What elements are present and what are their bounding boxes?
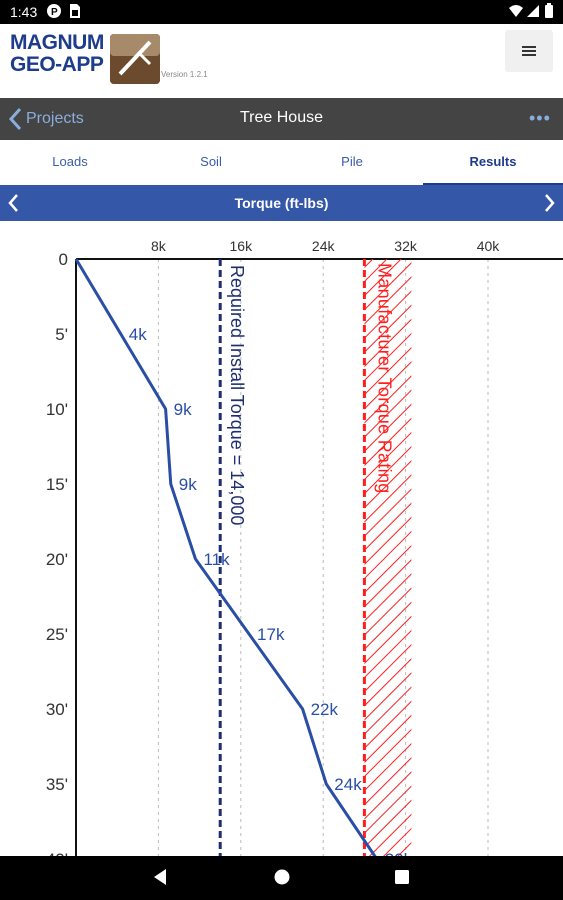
- x-tick-label: 32k: [394, 238, 418, 254]
- recents-nav-button[interactable]: [394, 868, 410, 891]
- signal-icon: [526, 3, 540, 22]
- tab-bar: Loads Soil Pile Results: [0, 140, 563, 186]
- hamburger-menu-button[interactable]: [505, 30, 553, 72]
- app-version: Version 1.2.1: [161, 70, 208, 79]
- required-torque-label: Required Install Torque = 14,000: [227, 265, 247, 525]
- y-tick-label: 30': [46, 700, 68, 719]
- chart-area: 8k 16k 24k 32k 40k 0 5' 10' 15' 20' 25' 30' 35' 40' Ma…: [0, 221, 563, 856]
- wifi-icon: [508, 3, 524, 22]
- data-label: 29k: [385, 850, 413, 856]
- chevron-right-icon: [545, 194, 555, 212]
- back-nav-button[interactable]: [152, 868, 168, 891]
- data-label: 17k: [257, 625, 285, 644]
- y-tick-label: 25': [46, 625, 68, 644]
- chart-header-bar: Torque (ft-lbs): [0, 185, 563, 221]
- battery-icon: [544, 3, 554, 22]
- status-bar: 1:43 P: [0, 0, 563, 24]
- more-options-button[interactable]: •••: [529, 108, 551, 128]
- tab-pile[interactable]: Pile: [341, 154, 363, 169]
- y-tick-label: 5': [55, 325, 68, 344]
- triangle-back-icon: [154, 869, 166, 885]
- previous-chart-button[interactable]: [6, 191, 22, 220]
- y-tick-label: 40': [46, 850, 68, 856]
- y-tick-label: 20': [46, 550, 68, 569]
- x-tick-label: 16k: [230, 238, 254, 254]
- tab-loads[interactable]: Loads: [52, 154, 88, 169]
- active-tab-indicator: [423, 183, 563, 185]
- app-header: MAGNUM GEO-APP Version 1.2.1: [0, 24, 563, 98]
- status-time: 1:43: [10, 4, 38, 20]
- data-label: 9k: [174, 400, 192, 419]
- system-nav-bar: [0, 856, 563, 900]
- torque-series-line: [74, 258, 377, 856]
- y-tick-label: 10': [46, 400, 68, 419]
- app-logo: MAGNUM GEO-APP: [10, 31, 160, 90]
- tab-results[interactable]: Results: [469, 154, 517, 169]
- chevron-left-icon: [8, 194, 18, 212]
- chevron-left-icon: [8, 107, 22, 131]
- x-tick-label: 40k: [477, 238, 501, 254]
- notification-p-icon: P: [46, 3, 62, 22]
- circle-home-icon: [274, 869, 290, 885]
- chart-title: Torque (ft-lbs): [234, 195, 329, 211]
- nav-bar: Projects Tree House •••: [0, 98, 563, 140]
- logo-anchor-image: [110, 34, 160, 84]
- y-tick-label: 15': [46, 475, 68, 494]
- data-label: 11k: [203, 550, 230, 569]
- hamburger-icon: [522, 46, 536, 56]
- back-button[interactable]: Projects: [8, 106, 84, 132]
- tab-soil[interactable]: Soil: [200, 154, 222, 169]
- back-label: Projects: [26, 110, 84, 127]
- y-tick-label: 0: [59, 250, 68, 269]
- data-label: 24k: [334, 775, 362, 794]
- square-recents-icon: [395, 870, 409, 884]
- logo-line-2: GEO-APP: [10, 53, 104, 76]
- next-chart-button[interactable]: [541, 191, 557, 220]
- data-label: 22k: [311, 700, 339, 719]
- x-tick-label: 8k: [151, 238, 167, 254]
- page-title: Tree House: [240, 109, 323, 126]
- data-label: 9k: [179, 475, 197, 494]
- y-tick-label: 35': [46, 775, 68, 794]
- data-label: 4k: [129, 325, 147, 344]
- svg-text:P: P: [51, 7, 58, 18]
- torque-depth-chart: 8k 16k 24k 32k 40k 0 5' 10' 15' 20' 25' 30' 35' 40' Ma…: [46, 238, 563, 856]
- manufacturer-rating-band: [364, 259, 412, 856]
- manufacturer-rating-label: Manufacturer Torque Rating: [374, 263, 394, 494]
- x-tick-label: 24k: [312, 238, 336, 254]
- home-nav-button[interactable]: [273, 868, 291, 891]
- sim-icon: [68, 3, 82, 22]
- logo-line-1: MAGNUM: [10, 31, 104, 54]
